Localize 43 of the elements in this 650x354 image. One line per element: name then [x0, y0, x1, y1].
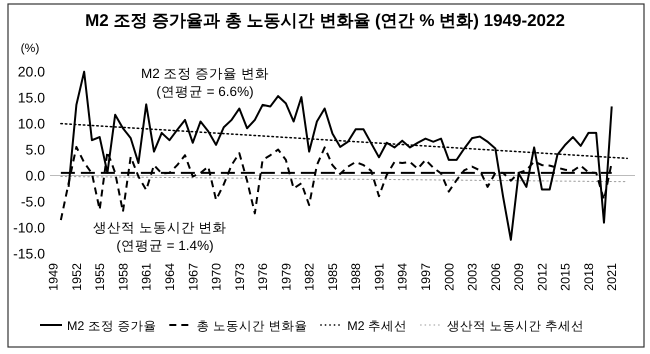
annotation: (연평균 = 1.4%)	[116, 238, 214, 253]
x-tick-label: 1997	[419, 262, 434, 291]
y-tick-label: 10.0	[18, 116, 46, 132]
x-tick-label: 1982	[302, 262, 317, 291]
x-tick-label: 1958	[116, 262, 130, 291]
x-tick-label: 1955	[93, 262, 108, 291]
legend-label: 총 노동시간 변화율	[196, 319, 308, 333]
chart-title: M2 조정 증가율과 총 노동시간 변화율 (연간 % 변화) 1949-2022	[85, 11, 565, 30]
y-tick-label: 20.0	[18, 64, 46, 80]
x-tick-label: 1964	[162, 262, 177, 291]
y-tick-label: 15.0	[18, 90, 46, 106]
y-tick-label: 5.0	[26, 142, 46, 158]
x-tick-label: 2006	[488, 262, 503, 291]
x-tick-label: 1979	[279, 262, 294, 291]
x-tick-label: 1967	[186, 262, 200, 291]
x-tick-label: 2000	[442, 262, 456, 291]
x-tick-label: 1994	[396, 262, 410, 291]
legend-label: M2 조정 증가율	[67, 319, 156, 333]
x-tick-label: 2021	[605, 262, 620, 291]
x-tick-label: 1952	[70, 262, 84, 291]
x-tick-label: 1949	[46, 262, 61, 291]
annotation: (연평균 = 6.6%)	[156, 84, 254, 99]
x-tick-label: 1991	[372, 262, 386, 291]
x-tick-label: 2003	[466, 262, 480, 291]
legend-label: 생산적 노동시간 추세선	[447, 319, 584, 333]
annotation: M2 조정 증가율 변화	[140, 66, 270, 81]
x-tick-label: 1988	[349, 262, 364, 291]
x-tick-label: 1973	[232, 262, 247, 291]
y-tick-label: -15.0	[13, 245, 46, 262]
y-tick-label: -5.0	[20, 193, 46, 210]
x-tick-label: 2015	[558, 262, 573, 291]
x-tick-label: 1985	[326, 262, 340, 291]
x-tick-label: 1976	[256, 262, 270, 291]
x-tick-label: 2018	[582, 262, 596, 291]
x-tick-label: 2012	[535, 262, 550, 291]
y-axis-title: (%)	[20, 41, 40, 55]
annotation: 생산적 노동시간 변화	[93, 220, 227, 235]
x-tick-label: 2009	[512, 262, 526, 291]
legend-label: M2 추세선	[347, 319, 408, 333]
y-tick-label: -10.0	[13, 219, 46, 236]
y-tick-label: 0.0	[26, 167, 46, 184]
x-tick-label: 1961	[140, 262, 154, 291]
x-tick-label: 1970	[210, 262, 224, 291]
